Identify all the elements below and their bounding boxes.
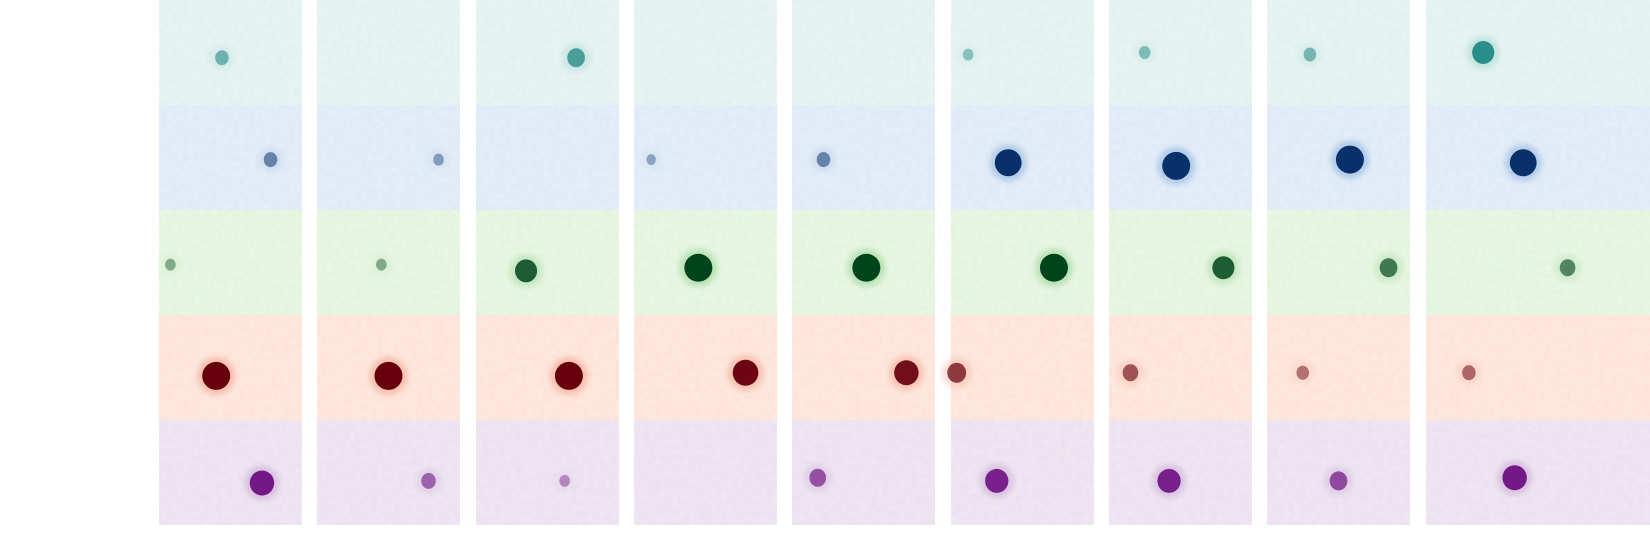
tile-blue-8 — [1267, 105, 1410, 210]
fluorescent-spot — [985, 468, 1009, 493]
fluorescent-spot — [646, 154, 656, 166]
fluorescent-spot — [249, 470, 275, 496]
spot-halo — [427, 148, 450, 171]
fluorescent-spot — [962, 48, 974, 61]
tile-teal-1 — [159, 0, 302, 105]
spot-halo — [1133, 41, 1157, 64]
tile-green-1 — [159, 210, 302, 315]
fluorescent-spot — [202, 361, 231, 390]
tile-red-6 — [941, 315, 1094, 420]
tile-red-2 — [317, 315, 460, 420]
fluorescent-spot — [1379, 258, 1398, 278]
fluorescent-spot — [732, 359, 759, 386]
tile-blue-4 — [634, 105, 777, 210]
fluorescent-spot — [852, 253, 881, 282]
fluorescent-spot — [1296, 365, 1310, 380]
tile-blue-1 — [159, 105, 302, 210]
fluorescent-spot — [816, 152, 831, 168]
fluorescent-spot — [1502, 465, 1527, 491]
fluorescent-spot — [567, 48, 585, 68]
fluorescent-spot — [514, 259, 538, 283]
fluorescent-spot — [1329, 471, 1348, 491]
fluorescent-spot — [1335, 145, 1364, 174]
tile-purple-9 — [1426, 420, 1650, 525]
tile-teal-7 — [1109, 0, 1252, 105]
tile-teal-4 — [634, 0, 777, 105]
tile-purple-4 — [634, 420, 777, 525]
fluorescent-spot — [947, 362, 967, 383]
fluorescent-spot — [421, 472, 436, 489]
tile-red-7 — [1109, 315, 1252, 420]
fluorescent-spot — [559, 474, 570, 487]
tile-purple-1 — [159, 420, 302, 525]
tile-blue-5 — [792, 105, 935, 210]
fluorescent-spot — [1462, 365, 1476, 381]
fluorescent-spot — [1212, 256, 1235, 280]
fluorescent-spot — [433, 153, 444, 166]
tile-green-6 — [951, 210, 1094, 315]
fluorescent-spot — [374, 361, 403, 390]
spot-halo — [159, 253, 182, 276]
tile-purple-5 — [792, 420, 935, 525]
fluorescent-spot — [554, 361, 583, 390]
tile-green-4 — [634, 210, 777, 315]
fluorescent-spot — [376, 258, 387, 271]
tile-purple-3 — [476, 420, 619, 525]
tile-blue-3 — [476, 105, 619, 210]
spot-halo — [1297, 42, 1322, 67]
fluorescent-spot — [894, 360, 919, 386]
fluorescent-spot — [1157, 468, 1181, 493]
fluorescent-spot — [1039, 253, 1068, 282]
fluorescent-spot — [684, 253, 713, 282]
tile-green-7 — [1109, 210, 1252, 315]
tile-blue-6 — [951, 105, 1094, 210]
spot-halo — [957, 43, 980, 66]
fluorescent-spot — [165, 258, 176, 271]
spot-halo — [640, 149, 662, 171]
tile-purple-6 — [951, 420, 1094, 525]
tile-red-1 — [159, 315, 302, 420]
tile-red-5 — [792, 315, 935, 420]
tile-purple-8 — [1267, 420, 1410, 525]
spot-halo — [1290, 360, 1315, 385]
tile-blue-2 — [317, 105, 460, 210]
tile-teal-3 — [476, 0, 619, 105]
spot-halo — [370, 253, 393, 276]
tile-teal-8 — [1267, 0, 1410, 105]
fluorescent-spot — [1303, 47, 1317, 62]
tile-teal-6 — [951, 0, 1094, 105]
tile-blue-7 — [1109, 105, 1252, 210]
tile-green-3 — [476, 210, 619, 315]
fluorescent-spot — [263, 152, 278, 168]
tile-teal-5 — [792, 0, 935, 105]
tile-blue-9 — [1426, 105, 1650, 210]
tile-green-5 — [792, 210, 935, 315]
tile-red-4 — [634, 315, 777, 420]
tile-red-3 — [476, 315, 619, 420]
tile-green-9 — [1426, 210, 1650, 315]
tile-purple-7 — [1109, 420, 1252, 525]
spot-halo — [553, 469, 576, 492]
fluorescent-spot — [1509, 149, 1537, 177]
tile-red-9 — [1426, 315, 1650, 420]
fluorescent-spot — [1472, 41, 1495, 64]
fluorescent-spot — [1138, 46, 1151, 59]
fluorescent-spot — [1122, 364, 1139, 382]
fluorescent-spot — [809, 468, 827, 487]
tile-purple-2 — [317, 420, 460, 525]
fluorescent-spot — [215, 50, 229, 66]
tile-teal-2 — [317, 0, 460, 105]
fluorescent-spot — [1559, 259, 1576, 277]
fluorescent-spot — [1162, 151, 1191, 180]
tile-green-2 — [317, 210, 460, 315]
tile-red-8 — [1267, 315, 1410, 420]
tile-green-8 — [1267, 210, 1410, 315]
tile-teal-9 — [1426, 0, 1650, 105]
fluorescent-spot — [994, 149, 1022, 177]
